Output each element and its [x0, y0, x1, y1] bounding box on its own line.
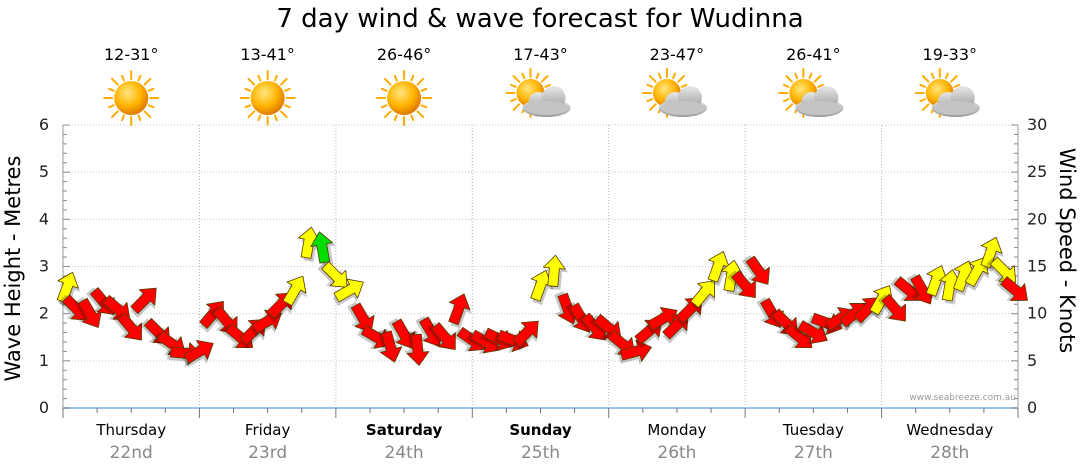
y2-tick-label: 0: [1027, 398, 1037, 417]
wind-arrow: [512, 320, 539, 351]
wind-arrow: [741, 255, 770, 285]
wind-arrow: [427, 322, 456, 350]
sun-icon: [376, 70, 433, 126]
wind-arrow: [690, 280, 715, 312]
temperature-label: 12-31°: [104, 45, 159, 64]
temperature-label: 13-41°: [240, 45, 295, 64]
y2-axis-title: Wind Speed - Knots: [1055, 148, 1079, 353]
day-label: Friday: [245, 421, 291, 439]
wind-arrow: [332, 278, 364, 307]
y-tick-label: 2: [39, 304, 49, 323]
wind-arrow: [448, 293, 472, 329]
y-tick-label: 1: [39, 351, 49, 370]
y2-tick-label: 5: [1027, 351, 1037, 370]
watermark: www.seabreeze.com.au: [909, 393, 1016, 403]
y-tick-label: 3: [39, 257, 49, 276]
day-label: Sunday: [509, 421, 572, 439]
wind-arrow: [376, 328, 403, 363]
date-label: 22nd: [110, 443, 153, 463]
wind-arrow: [877, 293, 906, 322]
day-label: Tuesday: [782, 421, 844, 439]
axis-labels: 0 1 2 3 4 5 6 0 5 10 15 20 25 30 Wave Height - Metres W…: [1, 115, 1079, 463]
partly-cloudy-icon: [914, 68, 980, 118]
wind-arrow: [996, 276, 1028, 301]
temperature-label: 17-43°: [513, 45, 568, 64]
temperature-label: 26-41°: [786, 45, 841, 64]
y-tick-label: 6: [39, 115, 49, 134]
wind-arrow: [543, 254, 569, 290]
day-label: Thursday: [95, 421, 166, 439]
day-label: Saturday: [366, 421, 443, 439]
y2-tick-label: 25: [1027, 162, 1047, 181]
wind-arrow: [56, 271, 81, 307]
wind-arrow: [113, 312, 142, 341]
day-label: Wednesday: [906, 421, 993, 439]
partly-cloudy-icon: [505, 68, 571, 118]
wind-arrow: [130, 287, 157, 318]
y-tick-label: 5: [39, 162, 49, 181]
partly-cloudy-icon: [641, 68, 707, 118]
temperature-label: 26-46°: [377, 45, 432, 64]
date-label: 23rd: [248, 443, 287, 463]
temperature-label: 23-47°: [650, 45, 705, 64]
wind-arrow: [317, 261, 348, 288]
sun-icon: [239, 70, 296, 126]
y2-tick-label: 10: [1027, 304, 1047, 323]
temperature-label: 19-33°: [923, 45, 978, 64]
y2-tick-label: 20: [1027, 209, 1047, 228]
wind-arrow: [98, 295, 131, 320]
wind-arrow: [618, 339, 652, 365]
chart-title: 7 day wind & wave forecast for Wudinna: [276, 4, 804, 34]
wind-arrow: [357, 325, 392, 350]
y2-tick-label: 30: [1027, 115, 1047, 134]
date-label: 27th: [794, 443, 833, 463]
wind-arrow: [310, 231, 336, 266]
wind-arrow: [388, 317, 416, 349]
wind-arrows: [56, 226, 1028, 368]
y-tick-label: 4: [39, 209, 49, 228]
wind-arrow: [980, 236, 1004, 272]
day-label: Monday: [647, 421, 706, 439]
wind-arrow: [282, 275, 308, 310]
date-label: 25th: [521, 443, 560, 463]
wind-arrow: [347, 301, 375, 333]
y2-tick-label: 15: [1027, 257, 1047, 276]
y-tick-label: 0: [39, 398, 49, 417]
chart-grid: [63, 124, 1018, 408]
wind-arrow: [727, 270, 756, 299]
wind-arrow: [182, 339, 214, 368]
chart-axes: [62, 124, 1019, 418]
sun-icon: [103, 70, 160, 126]
wind-arrow: [403, 331, 430, 366]
weather-row: 12-31° 13-41° 26-46° 17-43° 23-47° 26-41° 19-3…: [103, 45, 980, 126]
date-label: 28th: [930, 443, 969, 463]
y-axis-title: Wave Height - Metres: [1, 156, 25, 382]
date-label: 26th: [657, 443, 696, 463]
wind-arrow: [707, 251, 732, 287]
wind-arrow: [986, 256, 1017, 283]
date-label: 24th: [385, 443, 424, 463]
partly-cloudy-icon: [778, 68, 844, 118]
